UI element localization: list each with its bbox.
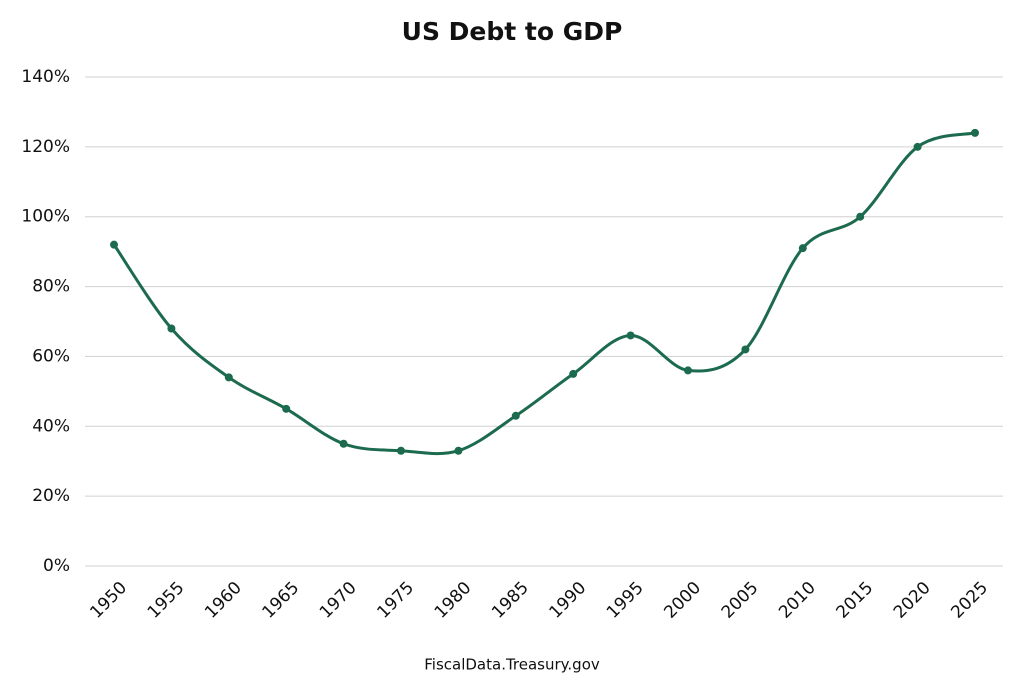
- y-tick-label: 140%: [21, 67, 70, 87]
- point: [569, 369, 578, 378]
- point: [511, 411, 520, 420]
- point: [224, 373, 233, 382]
- y-tick-label: 0%: [43, 556, 70, 576]
- point: [971, 128, 979, 137]
- point: [167, 324, 176, 333]
- y-tick-label: 20%: [32, 486, 70, 506]
- point: [856, 212, 865, 221]
- point: [339, 439, 348, 448]
- y-tick-label: 60%: [32, 346, 70, 366]
- y-tick-label: 120%: [21, 137, 70, 157]
- point: [741, 345, 750, 354]
- line: [112, 131, 976, 456]
- point: [798, 244, 807, 253]
- point: [913, 142, 922, 151]
- source: FiscalData.Treasury.gov: [424, 656, 600, 674]
- point: [454, 446, 463, 455]
- y-tick-label: 100%: [21, 207, 70, 227]
- point: [397, 446, 405, 455]
- point: [110, 240, 118, 249]
- y-tick-label: 40%: [32, 416, 70, 436]
- point: [684, 366, 692, 375]
- point: [282, 404, 291, 413]
- point: [626, 331, 635, 340]
- y-tick-label: 80%: [32, 277, 70, 297]
- chart-title: US Debt to GDP: [402, 17, 623, 46]
